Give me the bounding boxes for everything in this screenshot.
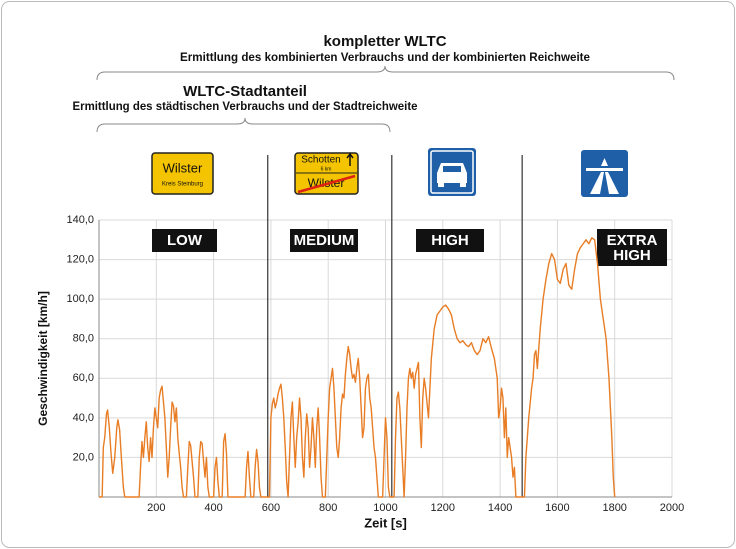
phase-box [597, 229, 667, 266]
x-tick-label: 1600 [545, 502, 569, 514]
next-town: Schotten [301, 155, 340, 166]
combined-title: kompletter WLTC [323, 33, 446, 50]
x-tick-label: 800 [319, 502, 337, 514]
city-title: WLTC-Stadtanteil [183, 83, 307, 100]
x-tick-label: 1800 [602, 502, 626, 514]
x-tick-label: 600 [262, 502, 280, 514]
x-axis-label: Zeit [s] [364, 515, 407, 530]
phase-box [290, 229, 358, 252]
motorway-sign [581, 150, 628, 197]
x-tick-label: 400 [204, 502, 222, 514]
phase-box [152, 229, 217, 252]
town-sign: Wilster Kreis Steinburg [151, 152, 214, 195]
y-tick-label: 20,0 [73, 451, 94, 463]
combined-subtitle: Ermittlung des kombinierten Verbrauchs u… [180, 50, 590, 64]
x-tick-label: 1400 [488, 502, 512, 514]
x-tick-label: 200 [147, 502, 165, 514]
speed-line [99, 237, 616, 498]
phase-label: EXTRA [607, 232, 658, 249]
combined-brace [96, 65, 675, 81]
phase-label: MEDIUM [294, 232, 355, 249]
y-tick-label: 140,0 [66, 214, 94, 226]
city-subtitle: Ermittlung des städtischen Verbrauchs un… [73, 99, 418, 113]
phase-label: HIGH [613, 247, 651, 264]
car-sign [428, 148, 476, 196]
y-tick-label: 60,0 [73, 372, 94, 384]
y-tick-label: 120,0 [66, 253, 94, 265]
phase-box [416, 229, 484, 252]
city-brace [96, 117, 391, 133]
phase-label: HIGH [431, 232, 469, 249]
y-tick-label: 40,0 [73, 412, 94, 424]
town-name: Wilster [163, 160, 203, 175]
y-tick-label: 100,0 [66, 293, 94, 305]
x-tick-label: 1200 [431, 502, 455, 514]
town-district: Kreis Steinburg [162, 182, 203, 188]
phase-label: LOW [167, 232, 203, 249]
exit-sign: Schotten 6 km Wilster [294, 152, 359, 195]
y-axis-label: Geschwindigkeit [km/h] [36, 291, 50, 426]
y-tick-label: 80,0 [73, 333, 94, 345]
x-tick-label: 1000 [373, 502, 397, 514]
x-tick-label: 2000 [660, 502, 684, 514]
distance: 6 km [321, 166, 332, 172]
